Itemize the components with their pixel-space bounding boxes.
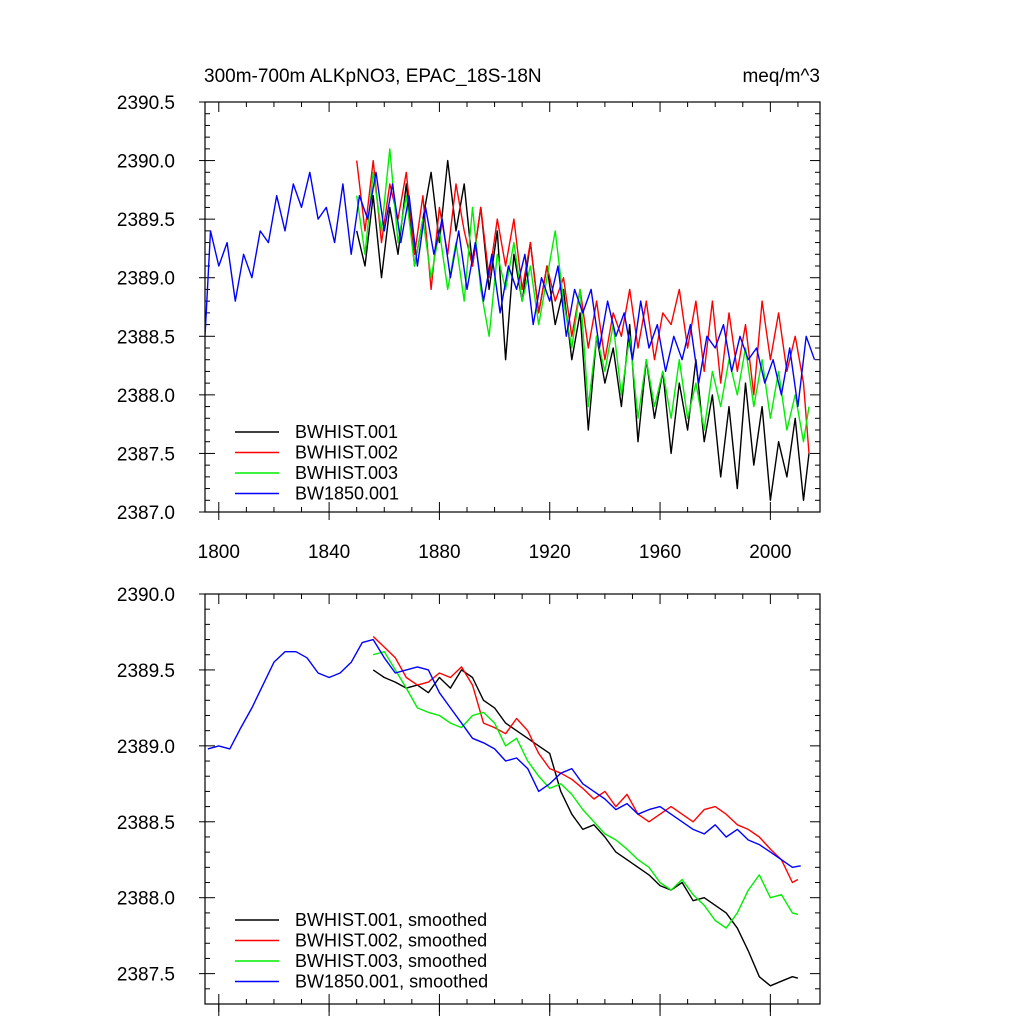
plot-frame [204,593,821,1005]
series-line-2 [356,159,810,454]
plot-frame [204,101,821,513]
legend-label: BWHIST.001, smoothed [295,910,487,930]
y-tick-label: 2387.0 [117,503,175,524]
y-tick-label: 2389.5 [117,210,175,231]
top-panel-units: meq/m^3 [742,66,820,87]
y-tick-label: 2390.0 [117,585,175,606]
top-panel: 300m-700m ALKpNO3, EPAC_18S-18N meq/m^3 … [117,66,821,563]
series-line-3 [356,148,810,443]
y-tick-label: 2388.5 [117,327,175,348]
y-tick-label: 2389.0 [117,737,175,758]
x-tick-label: 1920 [529,542,571,563]
series-line-4 [205,171,816,408]
top-panel-title: 300m-700m ALKpNO3, EPAC_18S-18N [204,66,542,87]
legend-label: BWHIST.002 [295,443,398,463]
y-tick-label: 2389.0 [117,269,175,290]
y-tick-label: 2387.5 [117,444,175,465]
legend-label: BWHIST.003 [295,463,398,483]
x-tick-label: 1800 [198,542,240,563]
y-tick-label: 2390.0 [117,152,175,173]
series-line-2 [372,635,799,884]
legend-label: BW1850.001 [295,484,399,504]
y-tick-label: 2388.0 [117,889,175,910]
y-tick-label: 2388.0 [117,386,175,407]
y-tick-label: 2388.5 [117,813,175,834]
legend-label: BWHIST.001 [295,422,398,442]
legend-label: BW1850.001, smoothed [295,972,488,992]
x-tick-label: 1880 [418,542,460,563]
x-tick-label: 1960 [639,542,681,563]
legend-label: BWHIST.002, smoothed [295,931,487,951]
x-tick-label: 1840 [308,542,350,563]
series-line-4 [207,638,801,868]
legend-label: BWHIST.003, smoothed [295,951,487,971]
series-line-1 [356,159,810,501]
y-tick-label: 2389.5 [117,661,175,682]
x-tick-label: 2000 [749,542,791,563]
series-line-3 [373,651,799,929]
y-tick-label: 2390.5 [117,93,175,114]
y-tick-label: 2387.5 [117,965,175,986]
bottom-panel: 2387.5 2388.0 2388.5 2389.0 2389.5 2390.0 BWHI… [117,585,821,1016]
